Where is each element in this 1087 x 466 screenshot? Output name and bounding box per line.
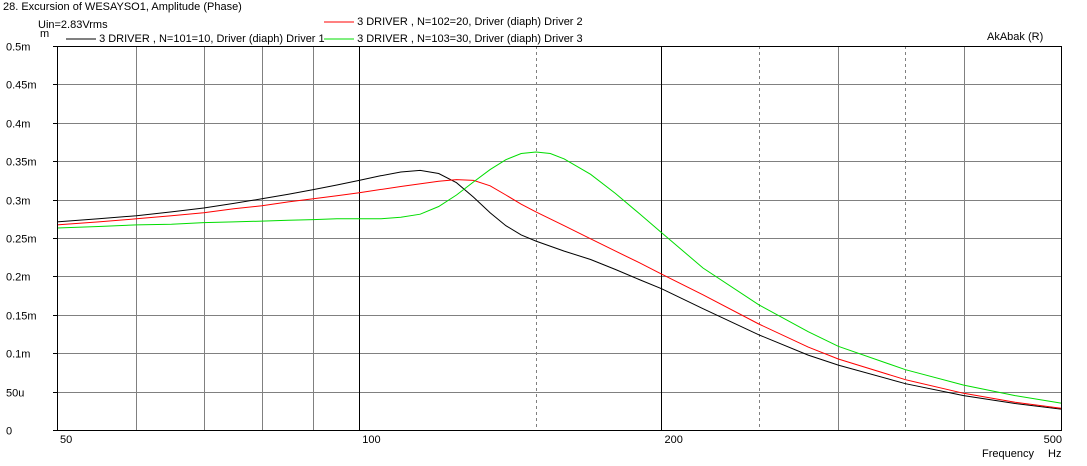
tick-labels: 0 50u 0.1m 0.15m 0.2m 0.25m 0.3m 0.35m 0.4m 0.45m… — [6, 42, 1062, 447]
series-lines — [56, 151, 1062, 410]
x-tick-label: 50 — [60, 434, 72, 446]
chart-subtitle: Uin=2.83Vrms — [38, 19, 108, 31]
software-label: AkAbak (R) — [987, 31, 1044, 43]
x-unit: Hz — [1048, 448, 1062, 460]
legend-item-driver-2: 3 DRIVER , N=102=20, Driver (diaph) Driv… — [324, 16, 583, 28]
legend-label-driver-3: 3 DRIVER , N=103=30, Driver (diaph) Driv… — [357, 33, 583, 45]
legend-swatch-driver-1 — [66, 38, 96, 40]
y-tick-label: 0.45m — [6, 80, 37, 92]
legend-label-driver-1: 3 DRIVER , N=101=10, Driver (diaph) Driv… — [99, 33, 325, 45]
grid-lines — [57, 46, 1061, 431]
series-line-driver-2 — [56, 179, 1062, 409]
y-unit-label: m — [40, 28, 50, 40]
legend-swatch-driver-2 — [324, 21, 354, 23]
legend-label-driver-2: 3 DRIVER , N=102=20, Driver (diaph) Driv… — [357, 16, 583, 28]
legend-item-driver-1: 3 DRIVER , N=101=10, Driver (diaph) Driv… — [66, 33, 325, 45]
y-tick-label: 0.4m — [6, 119, 30, 131]
axes — [53, 46, 1062, 431]
legend-item-driver-3: 3 DRIVER , N=103=30, Driver (diaph) Driv… — [324, 33, 583, 45]
x-tick-label: 500 — [1044, 434, 1062, 446]
y-tick-label: 0.35m — [6, 157, 37, 169]
y-tick-label: 0.5m — [6, 42, 30, 54]
x-unit-label: Frequency — [982, 448, 1034, 460]
y-tick-label: 0.2m — [6, 272, 30, 284]
series-line-driver-1 — [56, 169, 1062, 410]
plot-frame — [57, 46, 1062, 431]
y-tick-label: 0.3m — [6, 196, 30, 208]
series-line-driver-3 — [56, 151, 1062, 404]
y-tick-label: 50u — [6, 388, 24, 400]
y-tick-label: 0.1m — [6, 349, 30, 361]
y-tick-label: 0 — [6, 426, 12, 438]
y-tick-label: 0.25m — [6, 234, 37, 246]
legend-swatch-driver-3 — [324, 38, 354, 40]
x-tick-label: 100 — [362, 434, 380, 446]
y-tick-label: 0.15m — [6, 311, 37, 323]
chart-title: 28. Excursion of WESAYSO1, Amplitude (Ph… — [3, 1, 242, 13]
x-tick-label: 200 — [664, 434, 682, 446]
